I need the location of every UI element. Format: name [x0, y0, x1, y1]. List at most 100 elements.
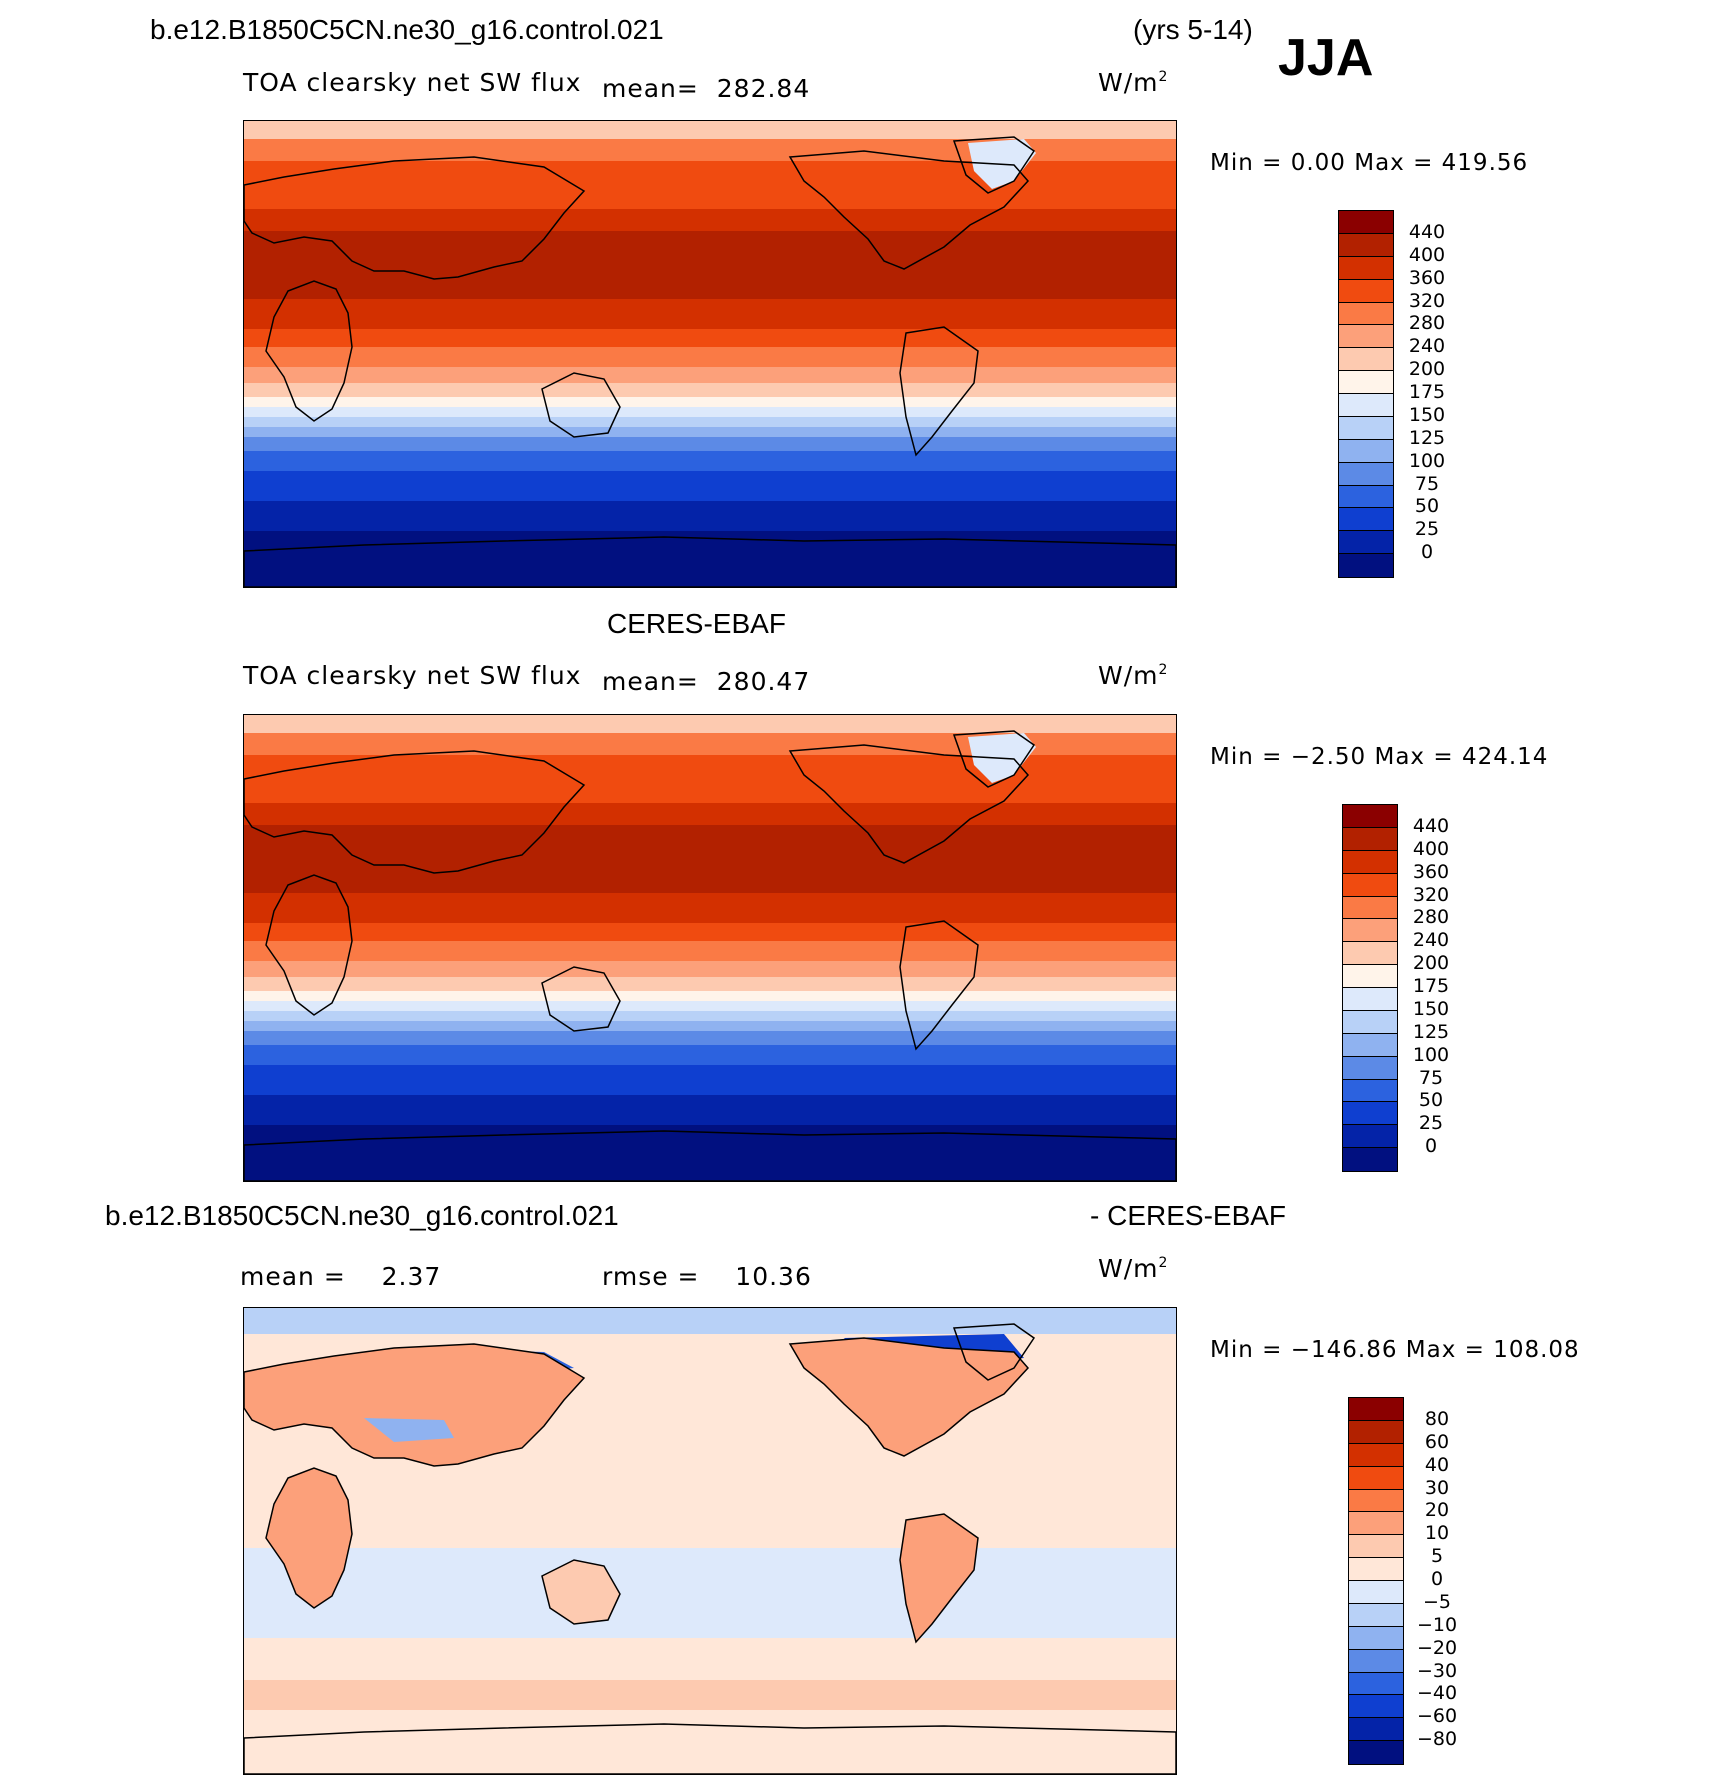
colorbar-swatch — [1343, 1102, 1397, 1126]
panel2-mean: mean= 280.47 — [602, 667, 810, 696]
lat-band — [244, 1065, 1176, 1095]
colorbar-label: 0 — [1430, 1568, 1444, 1590]
colorbar-label: 60 — [1424, 1430, 1450, 1453]
lat-band — [244, 121, 1176, 139]
colorbar-label: 25 — [1414, 518, 1440, 541]
colorbar-swatch — [1339, 325, 1393, 349]
lat-band — [244, 825, 1176, 893]
colorbar-label: 400 — [1412, 837, 1450, 860]
panel3-colorbar-labels: 80 60 40 30 20 10 5 0 −5 −10 −20 −30 −40 −60 −80 — [1402, 1397, 1472, 1763]
colorbar-swatch — [1343, 1148, 1397, 1171]
lat-band — [244, 531, 1176, 587]
colorbar-label: 10 — [1424, 1522, 1450, 1545]
coastline — [265, 1467, 353, 1609]
colorbar-swatch — [1343, 942, 1397, 966]
panel1-minmax: Min = 0.00 Max = 419.56 — [1210, 150, 1529, 176]
lat-band — [244, 383, 1176, 397]
panel1-colorbar — [1338, 210, 1394, 578]
years-label: (yrs 5-14) — [1133, 14, 1253, 45]
colorbar-label: 40 — [1424, 1453, 1450, 1476]
colorbar-swatch — [1339, 394, 1393, 417]
colorbar-label: 20 — [1424, 1499, 1450, 1522]
colorbar-label: −40 — [1416, 1682, 1458, 1705]
colorbar-label: −80 — [1416, 1728, 1458, 1751]
colorbar-label: 200 — [1408, 358, 1446, 381]
lat-band — [244, 471, 1176, 501]
colorbar-swatch — [1343, 896, 1397, 920]
panel1-map — [243, 120, 1177, 588]
colorbar-swatch — [1349, 1603, 1403, 1627]
lat-band — [244, 803, 1176, 825]
colorbar-label: 240 — [1408, 335, 1446, 358]
panel1-variable: TOA clearsky net SW flux — [243, 68, 582, 97]
panel2-map — [243, 714, 1177, 1182]
lat-band — [244, 893, 1176, 923]
colorbar-label: −60 — [1416, 1705, 1458, 1728]
colorbar-swatch — [1343, 850, 1397, 874]
colorbar-swatch — [1349, 1695, 1403, 1719]
colorbar-swatch — [1339, 554, 1393, 577]
colorbar-swatch — [1349, 1420, 1403, 1444]
colorbar-label: 30 — [1424, 1476, 1450, 1499]
lat-band — [244, 397, 1176, 407]
colorbar-swatch — [1343, 1010, 1397, 1034]
panel3-minmax: Min = −146.86 Max = 108.08 — [1210, 1337, 1580, 1363]
lat-band — [244, 437, 1176, 451]
colorbar-swatch — [1349, 1581, 1403, 1604]
lat-band — [244, 1125, 1176, 1181]
southern-positive — [244, 1680, 1176, 1710]
panel3-title-right: - CERES-EBAF — [1090, 1200, 1287, 1231]
lat-band — [244, 231, 1176, 299]
colorbar-swatch — [1349, 1489, 1403, 1513]
coastline — [244, 1343, 586, 1467]
colorbar-swatch — [1339, 439, 1393, 463]
lat-band — [244, 139, 1176, 161]
colorbar-swatch — [1349, 1512, 1403, 1536]
asia-negative — [364, 1418, 454, 1442]
colorbar-label: −10 — [1416, 1613, 1458, 1636]
colorbar-label: 440 — [1408, 220, 1446, 243]
coastline — [899, 1513, 979, 1644]
colorbar-swatch — [1349, 1535, 1403, 1559]
lat-band — [244, 1021, 1176, 1031]
colorbar-swatch — [1339, 485, 1393, 509]
australia-diff — [542, 1560, 620, 1624]
lat-band — [244, 501, 1176, 531]
colorbar-swatch — [1339, 256, 1393, 280]
lat-band — [244, 755, 1176, 803]
panel3-mean-value: 2.37 — [381, 1262, 442, 1291]
panel1-colorbar-labels: 440 400 360 320 280 240 200 175 150 125 100 75 50 25 0 — [1392, 210, 1462, 576]
colorbar-swatch — [1343, 919, 1397, 943]
panel3-rmse: rmse = 10.36 — [602, 1262, 812, 1291]
colorbar-label: −30 — [1416, 1659, 1458, 1682]
lat-band — [244, 407, 1176, 417]
colorbar-label: 175 — [1408, 381, 1446, 403]
africa-diff — [266, 1468, 352, 1608]
colorbar-label: 360 — [1408, 266, 1446, 289]
colorbar-swatch — [1343, 1033, 1397, 1057]
colorbar-label: 150 — [1408, 403, 1446, 426]
colorbar-label: 5 — [1430, 1545, 1444, 1568]
colorbar-label: 320 — [1412, 883, 1450, 906]
panel1-unit: W/m2 — [1098, 68, 1169, 97]
colorbar-swatch — [1349, 1672, 1403, 1696]
colorbar-swatch — [1349, 1741, 1403, 1764]
colorbar-swatch — [1343, 827, 1397, 851]
coastline — [899, 326, 979, 457]
colorbar-swatch — [1343, 805, 1397, 828]
colorbar-swatch — [1349, 1443, 1403, 1467]
lat-band — [244, 367, 1176, 383]
colorbar-label: 200 — [1412, 952, 1450, 975]
lat-band — [244, 329, 1176, 347]
panel2-minmax: Min = −2.50 Max = 424.14 — [1210, 744, 1549, 770]
colorbar-swatch — [1343, 1056, 1397, 1080]
colorbar-swatch — [1349, 1626, 1403, 1650]
colorbar-swatch — [1343, 1079, 1397, 1103]
panel3-mean-label: mean = — [240, 1262, 346, 1291]
coastline — [788, 150, 1030, 270]
colorbar-label: 75 — [1414, 472, 1440, 495]
colorbar-label: 280 — [1408, 312, 1446, 335]
colorbar-swatch — [1343, 1125, 1397, 1149]
colorbar-label: 440 — [1412, 814, 1450, 837]
colorbar-swatch — [1339, 462, 1393, 486]
